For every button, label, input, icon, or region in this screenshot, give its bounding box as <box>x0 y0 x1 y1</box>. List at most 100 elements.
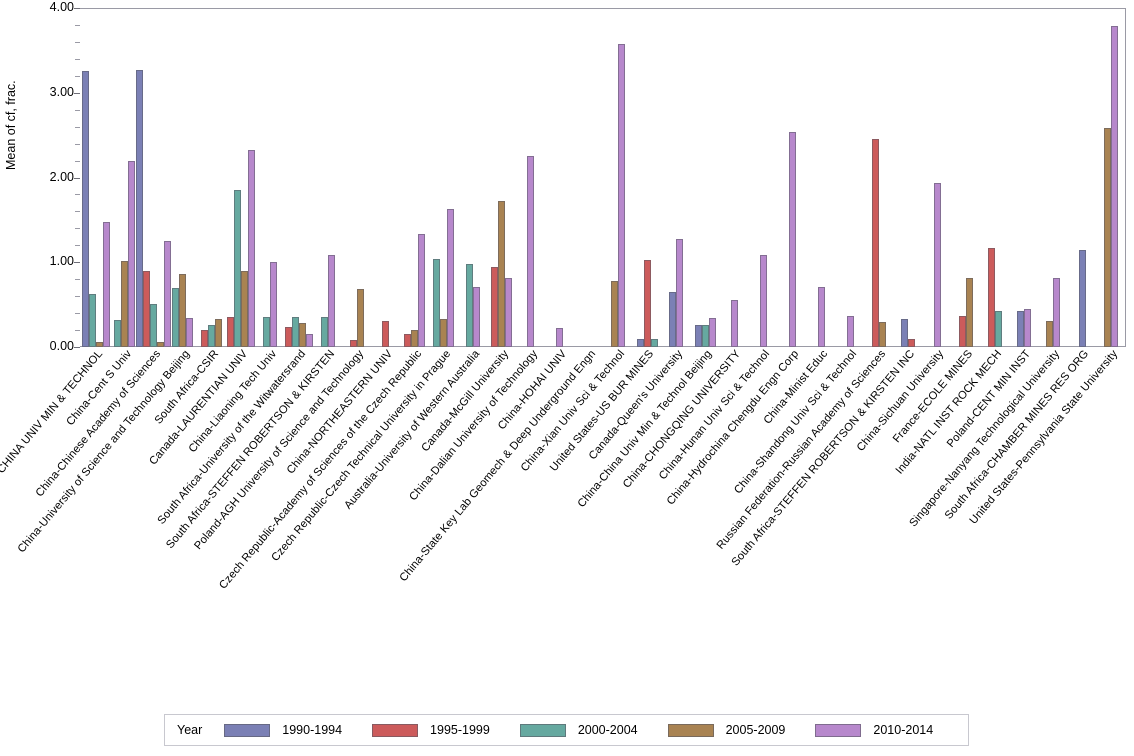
legend-label: 1995-1999 <box>430 723 490 737</box>
bar <box>1046 320 1054 347</box>
bar <box>1104 128 1112 347</box>
bar <box>759 255 767 347</box>
bar <box>636 338 644 347</box>
bar <box>1078 250 1086 347</box>
bar <box>933 182 941 347</box>
bar <box>465 263 473 347</box>
bar <box>491 266 499 347</box>
legend: Year 1990-1994 1995-1999 2000-2004 2005-200… <box>164 714 969 746</box>
bar <box>298 323 306 347</box>
bar <box>150 303 158 347</box>
y-tick-minor <box>75 75 80 77</box>
bar <box>908 338 916 347</box>
bar <box>291 316 299 347</box>
bar <box>164 241 172 347</box>
y-tick-label: 3.00 <box>49 84 74 99</box>
y-tick-minor <box>75 228 80 230</box>
bar <box>650 339 658 347</box>
bar <box>320 316 328 347</box>
bar <box>694 324 702 347</box>
bar <box>201 330 209 347</box>
bar <box>1111 25 1119 347</box>
bar <box>349 340 357 347</box>
bar <box>240 270 248 347</box>
legend-swatch <box>224 723 271 737</box>
legend-label: 2010-2014 <box>873 723 934 737</box>
bar <box>327 254 335 347</box>
y-tick-label: 0.00 <box>49 339 74 353</box>
legend-items: 1990-1994 1995-1999 2000-2004 2005-2009 2010… <box>224 723 963 737</box>
bar <box>527 156 535 347</box>
bar <box>872 138 880 347</box>
bar <box>284 326 292 347</box>
y-tick-minor <box>75 58 80 60</box>
bar <box>102 222 110 347</box>
y-tick-mark <box>74 177 80 179</box>
bar <box>846 315 854 347</box>
bar <box>136 69 144 347</box>
y-tick-minor <box>75 41 80 43</box>
y-tick-mark <box>74 8 80 9</box>
bar <box>817 286 825 347</box>
legend-item[interactable]: 2005-2009 <box>667 723 786 737</box>
bar <box>440 319 448 347</box>
y-tick-label: 1.00 <box>49 254 74 269</box>
bar <box>988 247 996 347</box>
bar <box>618 44 625 347</box>
legend-item[interactable]: 1990-1994 <box>224 723 342 737</box>
bar <box>676 238 684 347</box>
legend-item[interactable]: 1995-1999 <box>372 723 490 737</box>
bar <box>226 316 234 347</box>
bar <box>447 208 455 347</box>
bar <box>269 262 277 347</box>
legend-title: Year <box>177 723 203 737</box>
legend-item[interactable]: 2010-2014 <box>815 723 933 737</box>
bar <box>233 190 241 347</box>
y-tick-minor <box>75 245 80 247</box>
bar <box>114 319 122 347</box>
bar <box>556 327 564 347</box>
y-tick-minor <box>75 143 80 145</box>
y-tick-mark <box>74 262 80 264</box>
bar <box>172 287 180 347</box>
legend-label: 1990-1994 <box>282 723 343 737</box>
bar <box>186 318 194 347</box>
bar <box>88 293 96 347</box>
y-tick-minor <box>75 160 80 162</box>
bar <box>498 201 506 347</box>
bar <box>128 160 136 347</box>
bar <box>404 334 412 347</box>
legend-swatch <box>667 723 714 737</box>
bar <box>433 258 441 347</box>
legend-label: 2005-2009 <box>725 723 786 737</box>
bar <box>788 131 796 347</box>
bar <box>643 259 651 347</box>
legend-swatch <box>372 723 419 737</box>
y-tick-mark <box>74 347 80 348</box>
bar <box>1017 311 1025 347</box>
bar <box>143 270 151 347</box>
bar <box>995 311 1003 347</box>
y-tick-minor <box>75 313 80 315</box>
y-tick-label: 2.00 <box>49 169 74 184</box>
bar <box>505 277 513 347</box>
bar <box>879 322 887 347</box>
bar <box>730 300 738 347</box>
legend-item[interactable]: 2000-2004 <box>519 723 638 737</box>
bar <box>472 286 480 347</box>
bar <box>179 274 187 347</box>
bar <box>305 334 313 347</box>
legend-swatch <box>815 723 862 737</box>
bar <box>1053 278 1061 347</box>
bar <box>121 261 129 347</box>
bar <box>95 341 103 347</box>
y-tick-mark <box>74 92 80 94</box>
bar <box>81 70 89 347</box>
y-tick-minor <box>75 211 80 213</box>
y-tick-minor <box>75 279 80 281</box>
bar <box>966 277 974 347</box>
y-tick-minor <box>75 296 80 298</box>
bar <box>1024 308 1032 347</box>
bar <box>157 341 165 347</box>
y-tick-minor <box>75 24 80 26</box>
